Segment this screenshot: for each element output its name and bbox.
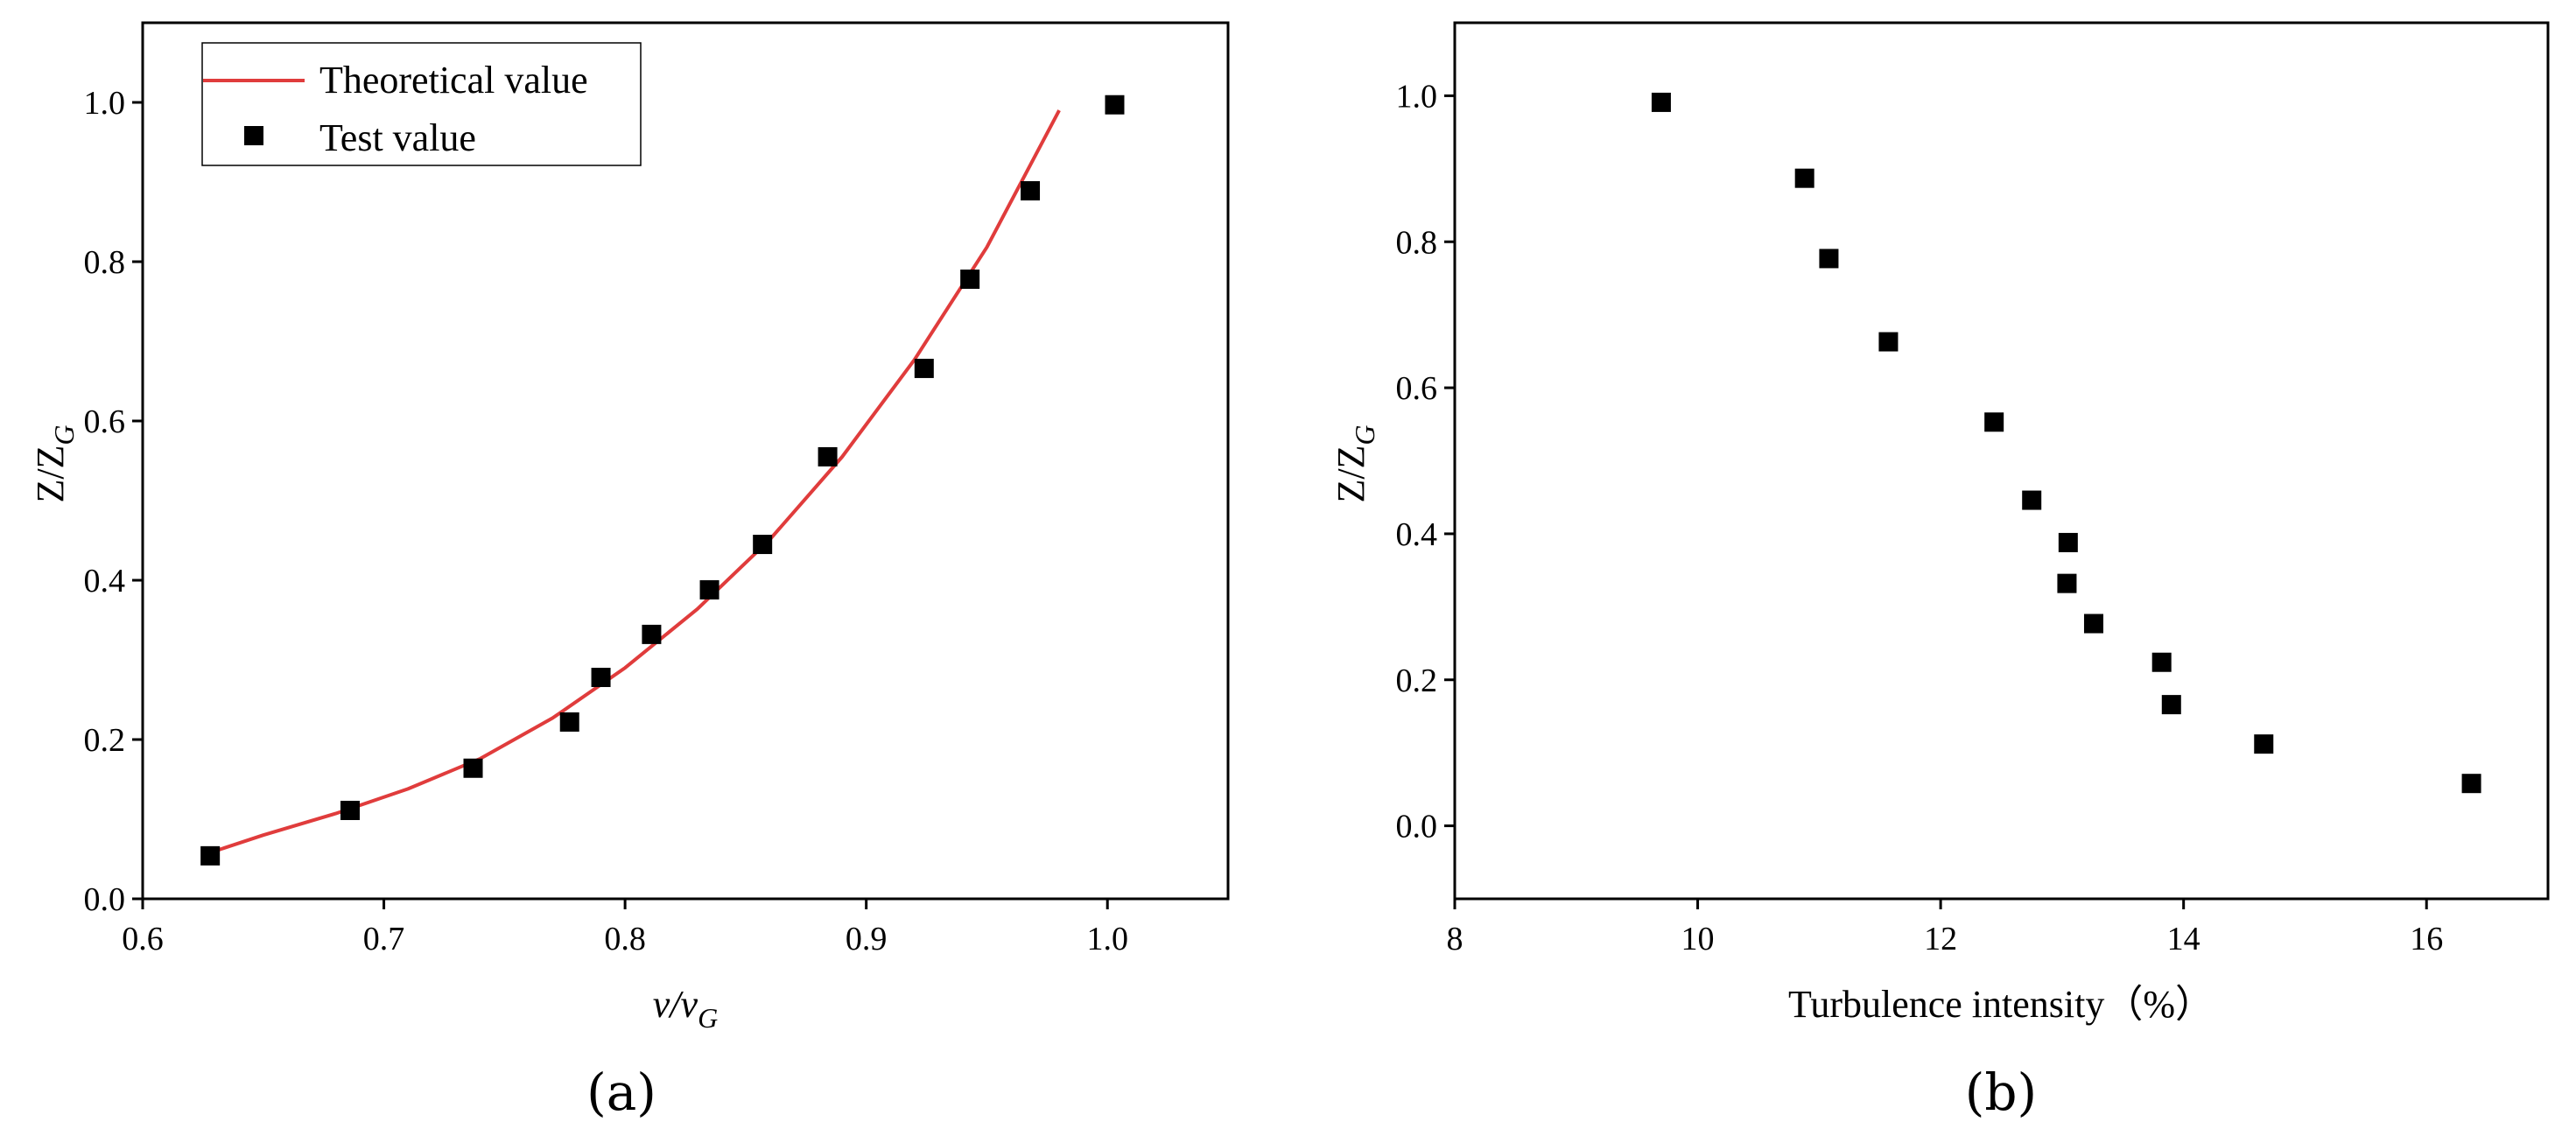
a-data-point [591,668,611,688]
a-ticks: 0.6 0.7 0.8 0.9 1.0 0.0 0.2 0.4 0.6 0.8 1.0 [84,85,1128,957]
b-x-tick-label: 16 [2410,921,2443,957]
a-data-point [960,270,980,290]
legend-label-test: Test value [319,116,476,159]
a-data-point [1105,95,1125,115]
b-data-point [2161,695,2181,715]
plot-a-frame [141,21,1230,901]
b-data-point [1878,332,1899,352]
b-y-tick-label: 0.8 [1396,224,1438,261]
legend-a-box [201,42,642,166]
b-x-tick-label: 10 [1681,921,1715,957]
b-x-tick-label: 12 [1924,921,1957,957]
a-x-tick-label: 0.7 [363,921,405,957]
b-data-point [1794,168,1814,188]
a-data-point [699,579,719,600]
b-y-tick-label: 1.0 [1396,78,1438,115]
a-data-point [559,712,579,732]
b-data-point [2254,734,2274,754]
b-x-tick-label: 14 [2167,921,2200,957]
a-x-axis-label: v/vG [653,983,718,1034]
a-x-tick-label: 1.0 [1086,921,1128,957]
a-series-line-theoretical [209,109,1061,855]
a-x-tick-label: 0.8 [604,921,646,957]
b-data-point [1984,412,2004,432]
a-data-point [200,845,221,866]
b-y-tick-label: 0.4 [1396,516,1438,553]
a-data-point [818,446,838,466]
legend-label-theoretical: Theoretical value [319,59,588,102]
a-data-point [463,758,483,778]
a-y-tick-label: 0.8 [84,244,126,281]
legend-marker-sample [244,126,263,145]
panel-a: 0.6 0.7 0.8 0.9 1.0 0.0 0.2 0.4 0.6 0.8 1.0 Theore… [29,21,1230,1122]
panel-a-label: (a) [586,1062,656,1122]
a-y-tick-label: 0.4 [84,563,126,600]
b-data-point [2022,490,2042,510]
b-y-tick-label: 0.2 [1396,663,1438,699]
a-marks [200,95,1125,866]
b-data-point [2058,532,2078,552]
legend-a: Theoretical value Test value [201,42,642,166]
a-data-point [753,535,773,555]
a-data-point [340,800,360,820]
a-y-tick-label: 0.2 [84,722,126,759]
a-data-point [1021,181,1041,201]
a-y-tick-label: 0.6 [84,403,126,440]
b-data-point [1819,249,1839,269]
a-y-tick-label: 1.0 [84,85,126,122]
plot-b-frame [1453,21,2550,901]
b-data-point [2461,774,2481,794]
panel-b-label: (b) [1965,1062,2037,1122]
a-y-axis-label: Z/ZG [29,424,80,502]
a-x-tick-label: 0.9 [846,921,888,957]
panel-b: 8 10 12 14 16 0.0 0.2 0.4 0.6 0.8 1.0 Z/ZG Turbule… [1330,21,2550,1122]
b-x-tick-label: 8 [1447,921,1463,957]
b-y-tick-label: 0.6 [1396,370,1438,407]
a-data-point [914,358,934,378]
a-data-point [642,624,662,644]
b-data-point [2083,614,2103,634]
b-data-point [1651,92,1671,112]
b-ticks: 8 10 12 14 16 0.0 0.2 0.4 0.6 0.8 1.0 [1396,78,2444,957]
b-marks [1651,92,2481,794]
b-data-point [2057,573,2077,593]
a-y-tick-label: 0.0 [84,881,126,918]
b-x-axis-label: Turbulence intensity（%） [1788,983,2214,1026]
b-data-point [2151,652,2172,672]
b-y-tick-label: 0.0 [1396,809,1438,845]
a-x-tick-label: 0.6 [122,921,164,957]
b-y-axis-label: Z/ZG [1330,424,1380,502]
